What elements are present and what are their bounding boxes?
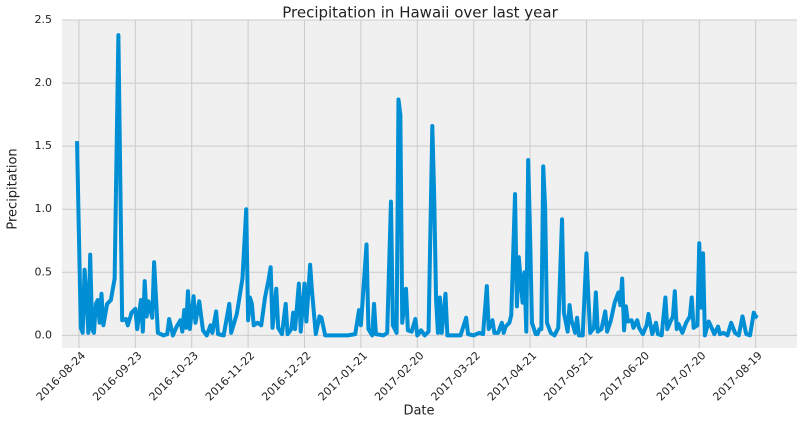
chart-title: Precipitation in Hawaii over last year: [282, 4, 558, 22]
y-tick-label: 0.0: [35, 328, 53, 341]
x-tick-label: 2017-03-22: [429, 349, 483, 403]
x-tick-label: 2016-10-23: [147, 349, 201, 403]
x-tick-label: 2017-08-19: [710, 349, 764, 403]
x-tick-label: 2017-06-20: [598, 349, 652, 403]
x-tick-label: 2017-05-21: [541, 349, 595, 403]
x-tick-label: 2016-12-22: [259, 349, 313, 403]
y-axis-label: Precipitation: [6, 148, 21, 229]
x-tick-label: 2016-11-22: [203, 349, 257, 403]
y-tick-label: 0.5: [35, 265, 53, 278]
y-tick-label: 2.5: [35, 13, 53, 26]
x-tick-label: 2017-04-21: [485, 349, 539, 403]
x-tick-label: 2017-07-20: [654, 349, 708, 403]
x-tick-label: 2017-02-20: [372, 349, 426, 403]
precipitation-line: [75, 33, 759, 338]
x-tick-label: 2017-01-21: [316, 349, 370, 403]
y-tick-label: 1.0: [35, 202, 53, 215]
y-tick-label: 1.5: [35, 139, 53, 152]
x-tick-label: 2016-08-24: [34, 349, 88, 403]
x-tick-label: 2016-09-23: [90, 349, 144, 403]
x-axis-label: Date: [403, 404, 434, 419]
y-tick-label: 2.0: [35, 76, 53, 89]
